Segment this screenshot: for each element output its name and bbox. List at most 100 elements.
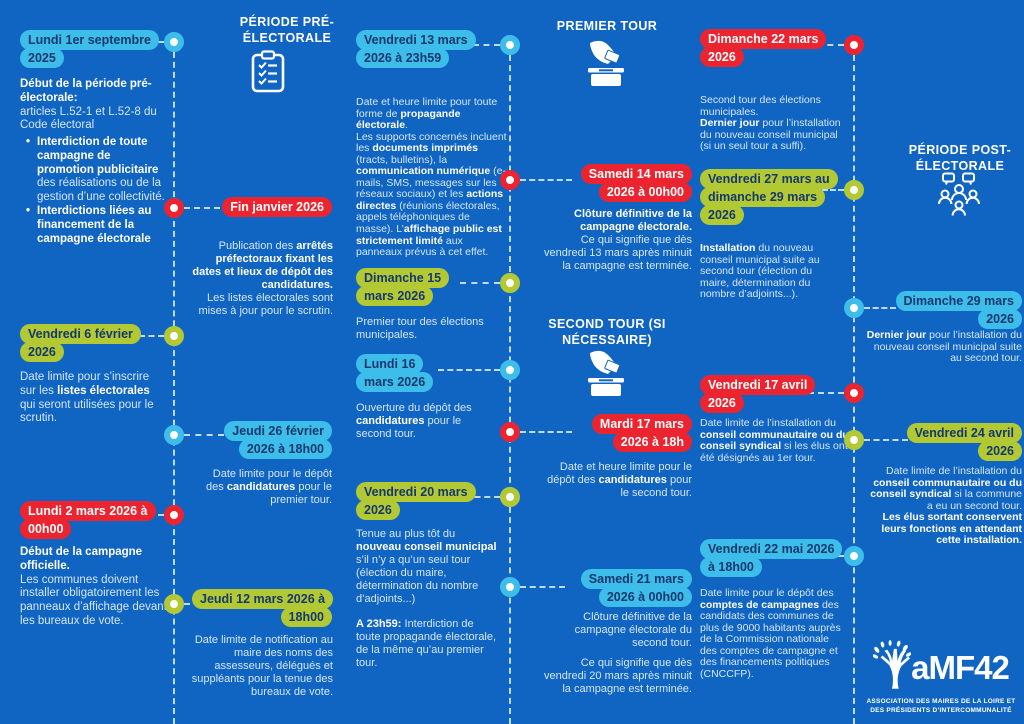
event-date-badge: Mardi 17 mars 2026 à 18h bbox=[570, 414, 692, 452]
timeline-connector bbox=[455, 496, 500, 498]
timeline-connector bbox=[520, 431, 572, 433]
tree-icon bbox=[872, 640, 912, 695]
timeline-connector bbox=[798, 392, 844, 394]
timeline-dot bbox=[500, 422, 520, 442]
timeline-dot bbox=[844, 546, 864, 566]
event-description: Second tour des élections municipales. De… bbox=[700, 94, 841, 153]
event-date: Vendredi 22 mai 2026 à 18h00 bbox=[700, 539, 843, 577]
timeline-connector bbox=[822, 189, 844, 191]
event-description: Installation du nouveau conseil municipa… bbox=[700, 242, 820, 301]
clipboard-checklist-icon bbox=[250, 50, 286, 99]
event-date-badge: Jeudi 12 mars 2026 à 18h00 bbox=[192, 589, 334, 627]
section-title-premier-tour: PREMIER TOUR bbox=[556, 19, 658, 33]
section-title-pre-electorale: PÉRIODE PRÉ-ÉLECTORALE bbox=[239, 15, 335, 46]
event-date: Samedi 21 mars 2026 à 00h00 bbox=[580, 569, 692, 607]
event-date-badge: Lundi 16 mars 2026 bbox=[356, 354, 446, 392]
event-date: Mardi 17 mars 2026 à 18h bbox=[591, 414, 692, 452]
timeline-dot bbox=[164, 594, 184, 614]
event-description: Ce qui signifie que dès vendredi 20 mars… bbox=[544, 657, 692, 695]
timeline-connector bbox=[452, 44, 500, 46]
event-date: Lundi 16 mars 2026 bbox=[356, 354, 434, 392]
event-date: Vendredi 13 mars 2026 à 23h59 bbox=[356, 30, 476, 68]
section-title-second-tour: SECOND TOUR (SI NÉCESSAIRE) bbox=[548, 317, 666, 348]
event-date: Dimanche 15 mars 2026 bbox=[356, 268, 450, 306]
timeline-dot bbox=[500, 487, 520, 507]
event-date: Fin janvier 2026 bbox=[222, 197, 332, 217]
bullet-item: Interdictions liées au financement de la… bbox=[26, 205, 168, 246]
event-description: Début de la campagne officielle. Les comm… bbox=[20, 546, 167, 627]
timeline-connector bbox=[184, 434, 224, 436]
event-date: Vendredi 17 avril 2026 bbox=[700, 375, 816, 413]
timeline-connector bbox=[520, 179, 572, 181]
event-date-badge: Lundi 2 mars 2026 à 00h00 bbox=[20, 501, 156, 539]
timeline-dot bbox=[500, 577, 520, 597]
timeline-connector bbox=[460, 282, 500, 284]
timeline-connector bbox=[148, 514, 164, 516]
event-description: Clôture définitive de la campagne électo… bbox=[574, 611, 692, 649]
event-date-badge: Vendredi 20 mars 2026 bbox=[356, 482, 476, 520]
timeline-dashed-line bbox=[509, 45, 511, 724]
event-date-badge: Dimanche 15 mars 2026 bbox=[356, 268, 471, 306]
event-date: Samedi 14 mars 2026 à 00h00 bbox=[580, 164, 692, 202]
timeline-connector bbox=[520, 586, 565, 588]
event-date: Dimanche 29 mars 2026 bbox=[895, 291, 1022, 329]
timeline-connector bbox=[864, 439, 908, 441]
event-date-badge: Vendredi 24 avril 2026 bbox=[890, 423, 1022, 461]
timeline-connector bbox=[806, 44, 844, 46]
ballot-box-icon bbox=[582, 350, 630, 403]
timeline-dot bbox=[164, 32, 184, 52]
event-date-badge: Fin janvier 2026 bbox=[210, 197, 332, 217]
timeline-dot bbox=[164, 326, 184, 346]
event-description: Ouverture du dépôt des candidatures pour… bbox=[356, 402, 472, 440]
timeline-dot bbox=[500, 273, 520, 293]
event-description: Date limite de notification au maire des… bbox=[191, 634, 333, 698]
timeline-dot bbox=[844, 298, 864, 318]
event-date: Lundi 2 mars 2026 à 00h00 bbox=[20, 501, 156, 539]
event-description: Clôture définitive de la campagne électo… bbox=[544, 208, 692, 272]
event-date: Lundi 1er septembre 2025 bbox=[20, 30, 159, 68]
timeline-dot bbox=[500, 170, 520, 190]
amf42-logo: aMF42 ASSOCIATION DES MAIRES DE LA LOIRE… bbox=[860, 640, 1022, 716]
timeline-connector bbox=[184, 207, 230, 209]
timeline-dot bbox=[164, 505, 184, 525]
event-date-badge: Vendredi 6 février 2026 bbox=[20, 324, 141, 362]
event-description: A 23h59: Interdiction de toute propagand… bbox=[356, 618, 497, 669]
timeline-connector bbox=[864, 307, 896, 309]
event-date-badge: Samedi 14 mars 2026 à 00h00 bbox=[560, 164, 692, 202]
event-date: Jeudi 26 février 2026 à 18h00 bbox=[224, 421, 332, 459]
meeting-people-icon bbox=[936, 172, 982, 223]
timeline-dot bbox=[844, 383, 864, 403]
timeline-dot bbox=[844, 35, 864, 55]
timeline-dashed-line bbox=[173, 42, 175, 724]
event-description: Début de la période pré-électorale: artic… bbox=[20, 78, 157, 132]
ballot-box-icon bbox=[582, 40, 630, 93]
bullet-item: Interdiction de toute campagne de promot… bbox=[26, 136, 168, 205]
event-description: Date limite pour le dépôt des comptes de… bbox=[700, 587, 841, 680]
event-date: Dimanche 22 mars 2026 bbox=[700, 29, 827, 67]
event-date-badge: Jeudi 26 février 2026 à 18h00 bbox=[205, 421, 332, 459]
event-description: Tenue au plus tôt du nouveau conseil mun… bbox=[356, 528, 497, 605]
event-description: Publication des arrêtés préfectoraux fix… bbox=[192, 240, 333, 317]
event-description: Date et heure limite pour toute forme de… bbox=[356, 96, 507, 259]
timeline-dot bbox=[500, 360, 520, 380]
event-description: Date limite de l’installation du conseil… bbox=[870, 465, 1022, 547]
event-date-badge: Vendredi 22 mai 2026 à 18h00 bbox=[700, 539, 843, 577]
event-description: Date limite pour le dépôt des candidatur… bbox=[206, 468, 332, 506]
event-description: Dernier jour pour l’installation du nouv… bbox=[866, 329, 1022, 365]
event-date-badge: Samedi 21 mars 2026 à 00h00 bbox=[560, 569, 692, 607]
timeline-connector bbox=[120, 335, 164, 337]
event-date: Jeudi 12 mars 2026 à 18h00 bbox=[192, 589, 334, 627]
event-date-badge: Dimanche 22 mars 2026 bbox=[700, 29, 827, 67]
logo-name: aMF42 bbox=[911, 649, 1010, 686]
event-date-badge: Lundi 1er septembre 2025 bbox=[20, 30, 159, 68]
timeline-dot bbox=[164, 198, 184, 218]
logo-subtitle: ASSOCIATION DES MAIRES DE LA LOIRE ET DE… bbox=[866, 698, 1016, 714]
event-description: Date limite pour s’inscrire sur les list… bbox=[20, 371, 154, 425]
event-date-badge: Vendredi 17 avril 2026 bbox=[700, 375, 816, 413]
timeline-dot bbox=[164, 425, 184, 445]
timeline-dot bbox=[844, 180, 864, 200]
event-date: Vendredi 27 mars au dimanche 29 mars 202… bbox=[700, 169, 838, 225]
timeline-connector bbox=[438, 369, 500, 371]
timeline-dot bbox=[844, 430, 864, 450]
